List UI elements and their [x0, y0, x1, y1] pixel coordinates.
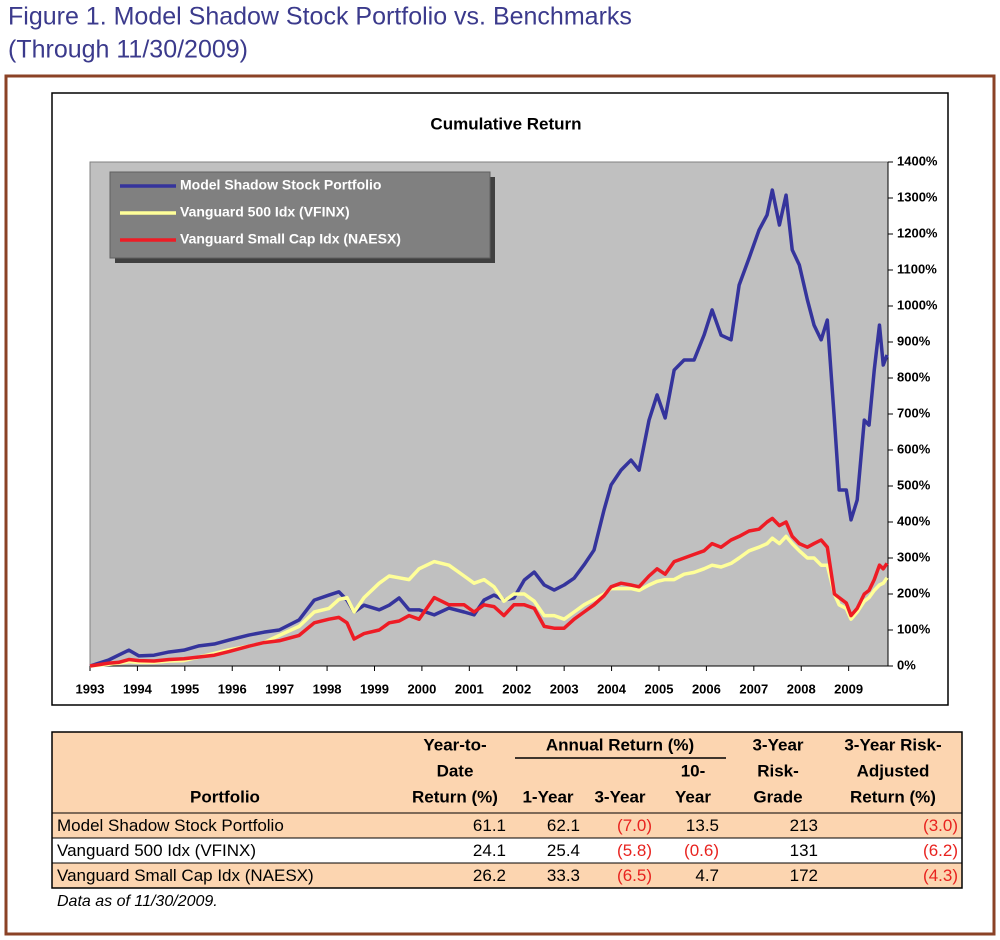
- table-header-bg: [52, 732, 962, 813]
- table-cell: (6.5): [617, 866, 652, 885]
- table-cell: Vanguard 500 Idx (VFINX): [57, 841, 256, 860]
- table-header: Return (%): [412, 787, 498, 806]
- table-cell: 24.1: [473, 841, 506, 860]
- table-cell: 26.2: [473, 866, 506, 885]
- table-cell: (3.0): [923, 816, 958, 835]
- table-cell: (5.8): [617, 841, 652, 860]
- table-header: Adjusted: [857, 761, 930, 780]
- y-tick-label: 100%: [897, 621, 931, 636]
- table-cell: 4.7: [695, 866, 719, 885]
- series-line: [89, 188, 889, 668]
- table-header: 3-Year Risk-: [844, 735, 941, 754]
- table-header: Annual Return (%): [546, 735, 694, 754]
- table-header: 3-Year: [594, 787, 645, 806]
- table-header: Date: [437, 761, 474, 780]
- table-cell: Model Shadow Stock Portfolio: [57, 816, 284, 835]
- table-cell: 33.3: [547, 866, 580, 885]
- figure-title: Figure 1. Model Shadow Stock Portfolio v…: [8, 3, 632, 31]
- x-tick-label: 2005: [645, 681, 674, 696]
- series-line: [89, 516, 889, 668]
- y-tick-label: 1100%: [897, 261, 937, 276]
- table-cell: 131: [790, 841, 818, 860]
- x-tick-label: 1993: [76, 681, 105, 696]
- legend-label: Model Shadow Stock Portfolio: [180, 177, 381, 193]
- x-tick-label: 2000: [407, 681, 436, 696]
- y-tick-label: 700%: [897, 405, 931, 420]
- table-cell: 213: [790, 816, 818, 835]
- table-cell: 13.5: [686, 816, 719, 835]
- y-tick-label: 500%: [897, 477, 931, 492]
- table-cell: (4.3): [923, 866, 958, 885]
- y-tick-label: 600%: [897, 441, 931, 456]
- table-cell: 62.1: [547, 816, 580, 835]
- x-tick-label: 2001: [455, 681, 484, 696]
- table-header: Year-to-: [423, 735, 486, 754]
- table-row-bg: [52, 838, 962, 863]
- table-cell: (0.6): [684, 841, 719, 860]
- y-tick-label: 300%: [897, 549, 931, 564]
- x-tick-label: 2006: [692, 681, 721, 696]
- table-header: Year: [675, 787, 711, 806]
- x-tick-label: 2007: [739, 681, 768, 696]
- table-header: Grade: [753, 787, 802, 806]
- table-cell: 25.4: [547, 841, 580, 860]
- table-header: Return (%): [850, 787, 936, 806]
- y-tick-label: 200%: [897, 585, 931, 600]
- legend-label: Vanguard Small Cap Idx (NAESX): [180, 231, 401, 247]
- table-header: 10-: [681, 761, 706, 780]
- table-header: Risk-: [757, 761, 799, 780]
- y-tick-label: 1400%: [897, 153, 938, 168]
- x-tick-label: 2003: [550, 681, 579, 696]
- y-tick-label: 1200%: [897, 225, 938, 240]
- y-tick-label: 0%: [897, 657, 916, 672]
- y-tick-label: 1000%: [897, 297, 938, 312]
- figure-subtitle: (Through 11/30/2009): [8, 36, 248, 64]
- table-cell: (6.2): [923, 841, 958, 860]
- y-tick-label: 800%: [897, 369, 931, 384]
- x-tick-label: 1996: [218, 681, 247, 696]
- table-header: 3-Year: [752, 735, 803, 754]
- x-tick-label: 2008: [787, 681, 816, 696]
- y-tick-label: 900%: [897, 333, 931, 348]
- legend-label: Vanguard 500 Idx (VFINX): [180, 204, 350, 220]
- table-cell: 61.1: [473, 816, 506, 835]
- table-row-bg: [52, 813, 962, 838]
- x-tick-label: 2009: [834, 681, 863, 696]
- series-line: [89, 534, 889, 668]
- table-cell: Vanguard Small Cap Idx (NAESX): [57, 866, 314, 885]
- x-tick-label: 1995: [170, 681, 199, 696]
- x-tick-label: 2002: [502, 681, 531, 696]
- table-header: 1-Year: [522, 787, 573, 806]
- table-header: Portfolio: [190, 787, 260, 806]
- x-tick-label: 1998: [313, 681, 342, 696]
- table-row-bg: [52, 863, 962, 888]
- y-tick-label: 400%: [897, 513, 931, 528]
- table-cell: 172: [790, 866, 818, 885]
- x-tick-label: 2004: [597, 681, 627, 696]
- y-tick-label: 1300%: [897, 189, 938, 204]
- chart-title: Cumulative Return: [430, 114, 581, 133]
- x-tick-label: 1997: [265, 681, 294, 696]
- x-tick-label: 1994: [123, 681, 153, 696]
- x-tick-label: 1999: [360, 681, 389, 696]
- table-cell: (7.0): [617, 816, 652, 835]
- table-note: Data as of 11/30/2009.: [57, 893, 218, 910]
